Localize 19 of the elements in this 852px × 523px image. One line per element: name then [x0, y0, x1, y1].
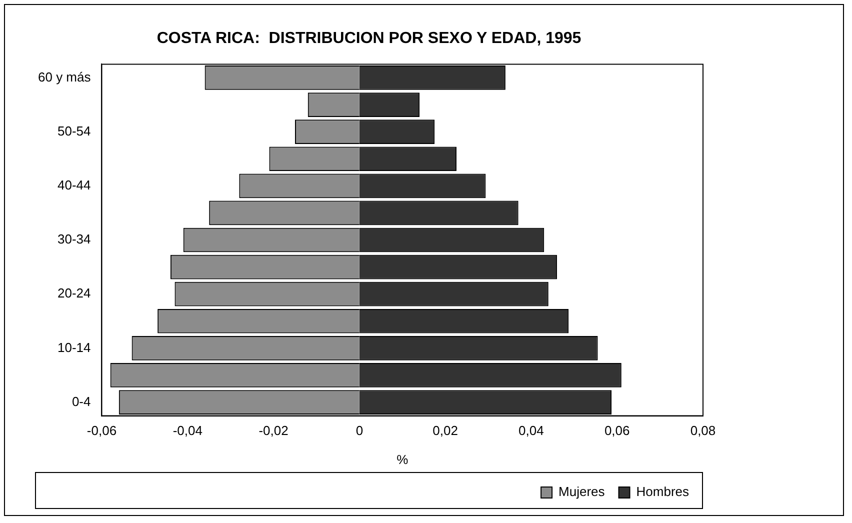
x-tick-label: -0,02	[258, 423, 288, 438]
y-tick-label: 20-24	[57, 286, 91, 301]
chart-title: COSTA RICA: DISTRIBUCION POR SEXO Y EDAD, 1995	[156, 30, 582, 48]
legend-label: Mujeres	[558, 484, 606, 500]
x-tick-label: -0,04	[172, 423, 202, 438]
y-tick-label: 40-44	[57, 177, 91, 192]
x-tick-label: -0,06	[86, 423, 117, 438]
x-tick-label: 0,02	[432, 423, 458, 438]
y-tick-label: 0-4	[72, 394, 91, 409]
x-axis-title: %	[396, 452, 409, 467]
x-tick-label: 0,08	[690, 423, 716, 438]
x-tick-label: 0,04	[518, 423, 544, 438]
y-tick-label: 10-14	[57, 340, 91, 355]
y-tick-label: 60 y más	[38, 69, 92, 84]
legend-label: Hombres	[636, 484, 690, 500]
x-tick-label: 0,06	[604, 423, 630, 438]
y-tick-label: 50-54	[57, 123, 91, 138]
x-tick-label: 0	[356, 423, 364, 438]
y-tick-label: 30-34	[57, 232, 91, 247]
